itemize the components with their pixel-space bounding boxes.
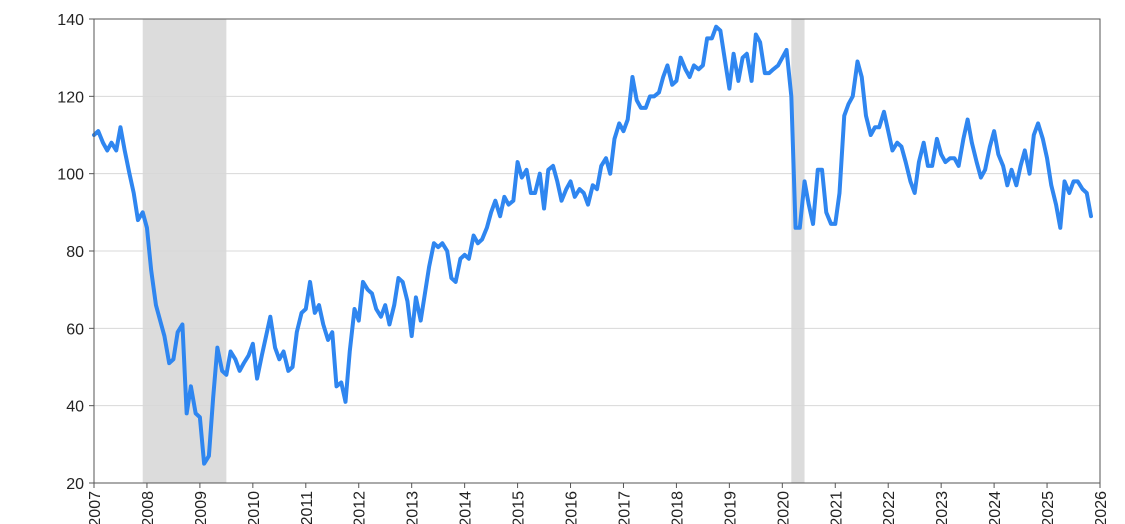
x-tick-label-2021: 2021 (828, 491, 845, 524)
y-tick-label-40: 40 (66, 399, 84, 416)
x-tick-label-2008: 2008 (140, 491, 157, 524)
x-tick-label-2015: 2015 (511, 491, 528, 524)
x-tick-label-2020: 2020 (775, 491, 792, 524)
x-tick-label-2023: 2023 (934, 491, 951, 524)
x-tick-label-2025: 2025 (1040, 491, 1057, 524)
x-tick-label-2016: 2016 (564, 491, 581, 524)
series-layer (92, 24, 1093, 466)
x-tick-label-2022: 2022 (881, 491, 898, 524)
x-tick-label-2011: 2011 (299, 491, 316, 524)
x-tick-label-2018: 2018 (669, 491, 686, 524)
x-tick-label-2010: 2010 (246, 491, 263, 524)
x-tick-label-2007: 2007 (87, 491, 104, 524)
y-tick-label-60: 60 (66, 321, 84, 338)
x-tick-label-2017: 2017 (616, 491, 633, 524)
x-tick-label-2019: 2019 (722, 491, 739, 524)
y-tick-label-120: 120 (57, 89, 84, 106)
x-tick-label-2012: 2012 (352, 491, 369, 524)
y-tick-label-80: 80 (66, 244, 84, 261)
x-tick-label-2024: 2024 (987, 491, 1004, 524)
y-tick-label-20: 20 (66, 476, 84, 493)
y-tick-label-100: 100 (57, 167, 84, 184)
gridlines-layer (94, 95, 1100, 407)
y-tick-label-140: 140 (57, 12, 84, 29)
x-tick-label-2014: 2014 (458, 491, 475, 524)
x-tick-label-2009: 2009 (193, 491, 210, 524)
series-line-0 (92, 24, 1093, 466)
x-axis-tick-labels: 2007 2008 2009 2010 2011 2012 2013 2014 2015 2016… (87, 483, 1110, 524)
y-axis-tick-labels: 20 40 60 80 100 120 140 (57, 12, 94, 493)
x-tick-label-2013: 2013 (405, 491, 422, 524)
x-tick-label-2026: 2026 (1093, 491, 1110, 524)
